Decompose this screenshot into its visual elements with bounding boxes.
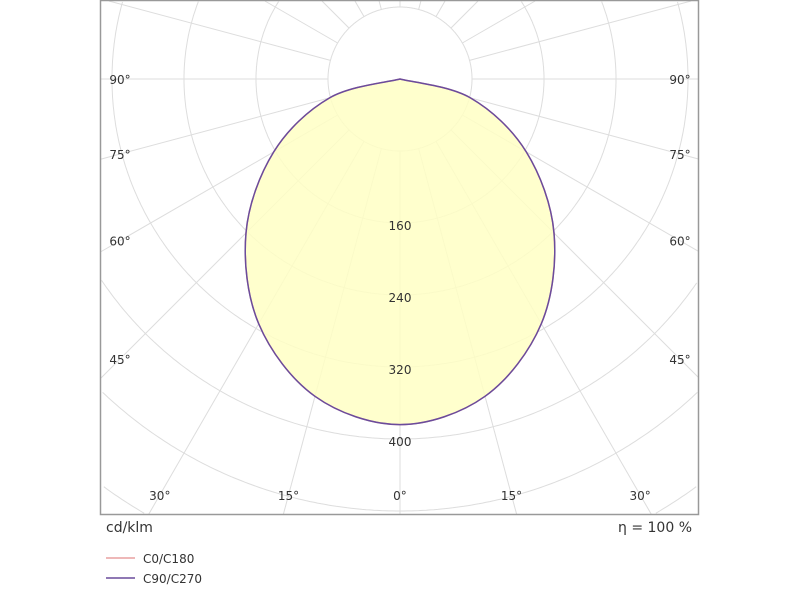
grid-spoke	[450, 0, 479, 29]
grid-ring	[102, 392, 698, 512]
grid-spoke	[264, 0, 338, 44]
unit-label: cd/klm	[106, 520, 153, 536]
grid-spoke	[469, 0, 692, 61]
angle-tick-label: 90°	[669, 73, 690, 87]
legend-label: C90/C270	[143, 572, 202, 586]
grid-ring	[103, 486, 697, 514]
angle-tick-label: 75°	[669, 148, 690, 162]
angle-tick-label: 60°	[109, 235, 130, 249]
grid-spoke	[108, 0, 331, 61]
grid-spoke	[435, 0, 446, 17]
angle-tick-label: 75°	[109, 148, 130, 162]
angle-tick-label: 30°	[630, 489, 651, 503]
angle-tick-label: 15°	[278, 489, 299, 503]
grid-ring	[101, 280, 698, 440]
radial-tick-label: 240	[389, 291, 412, 305]
radial-tick-label: 160	[389, 219, 412, 233]
angle-tick-labels: 90° 75° 60° 45° 30° 15° 0° 15° 30° 45° 60° 75° 90°	[109, 73, 690, 503]
grid-spoke	[469, 97, 699, 160]
radial-tick-label: 320	[389, 363, 412, 377]
grid-spoke	[321, 0, 350, 29]
efficiency-label: η = 100 %	[618, 520, 692, 536]
plot-frame	[99, 0, 700, 516]
radial-tick-label: 400	[389, 435, 412, 449]
grid-spoke	[418, 0, 422, 10]
grid-spoke	[378, 0, 382, 10]
angle-tick-label: 30°	[149, 489, 170, 503]
angle-tick-label: 0°	[393, 489, 407, 503]
angle-tick-label: 45°	[669, 353, 690, 367]
angle-tick-label: 90°	[109, 73, 130, 87]
radial-tick-labels: 160 240 320 400	[389, 219, 412, 449]
series-curve-c90-c270	[244, 78, 556, 426]
grid-spoke	[100, 97, 331, 160]
legend-label: C0/C180	[143, 552, 194, 566]
legend: C0/C180 C90/C270	[106, 552, 202, 586]
angle-tick-label: 15°	[501, 489, 522, 503]
angle-tick-label: 45°	[109, 353, 130, 367]
intensity-fill	[245, 79, 555, 425]
angle-tick-label: 60°	[669, 235, 690, 249]
grid-spoke	[462, 0, 536, 44]
grid-spoke	[354, 0, 365, 17]
intensity-curves	[244, 78, 556, 426]
